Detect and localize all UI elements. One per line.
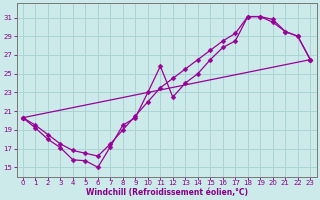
X-axis label: Windchill (Refroidissement éolien,°C): Windchill (Refroidissement éolien,°C): [85, 188, 248, 197]
